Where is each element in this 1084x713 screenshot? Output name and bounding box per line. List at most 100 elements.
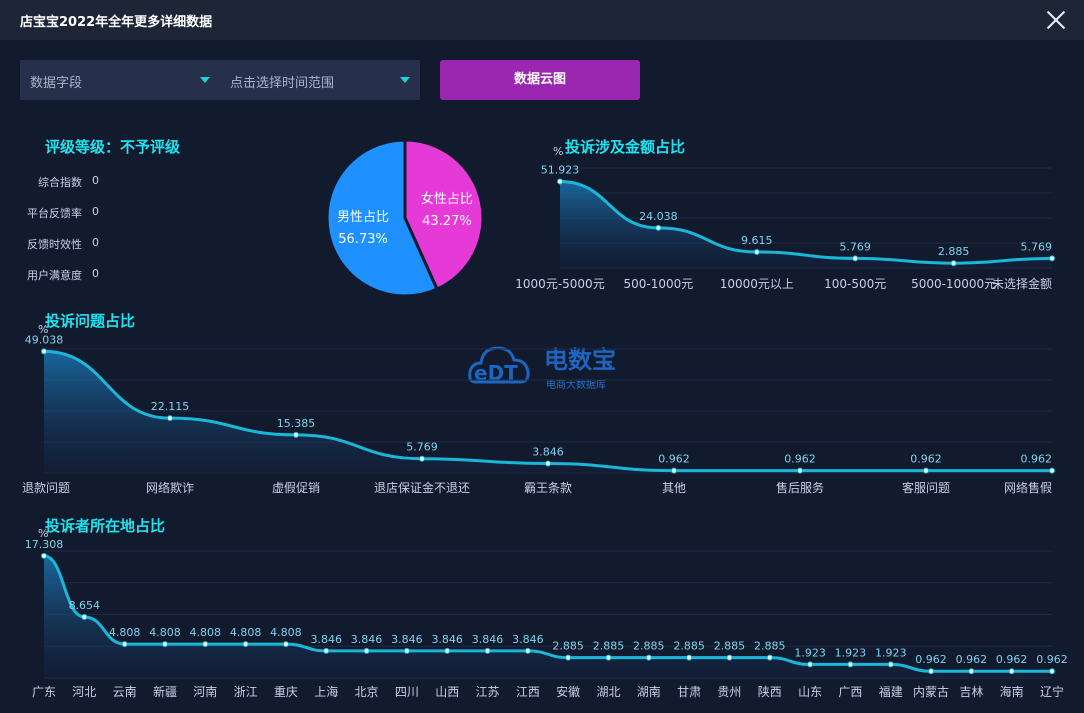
logo-graphic: eDT 电数宝 电商大数据库 [468, 346, 616, 391]
rating-value: 0 [92, 267, 99, 280]
data-label: 4.808 [230, 626, 262, 639]
category-label: 海南 [1000, 684, 1024, 699]
category-label: 100-500元 [824, 277, 886, 291]
rating-title: 评级等级：不予评级 [45, 138, 181, 156]
data-point [444, 647, 451, 654]
data-point [121, 641, 128, 648]
category-label: 甘肃 [677, 685, 701, 699]
data-point [807, 661, 814, 668]
category-label: 退款问题 [22, 481, 70, 495]
data-point [323, 647, 330, 654]
category-label: 虚假促销 [272, 481, 320, 495]
y-unit-label: % [553, 145, 563, 158]
data-label: 2.885 [754, 640, 786, 653]
area-fill [44, 351, 1052, 473]
category-label: 湖南 [637, 684, 661, 699]
data-label: 2.885 [938, 245, 970, 258]
data-point [167, 415, 173, 422]
data-point [81, 613, 88, 620]
data-label: 3.846 [391, 633, 423, 646]
data-point [557, 178, 563, 185]
category-label: 四川 [395, 685, 419, 699]
rating-label: 平台反馈率 [27, 207, 82, 220]
data-label: 22.115 [151, 400, 190, 413]
data-label: 0.962 [1036, 653, 1068, 666]
data-point [565, 654, 572, 661]
data-point [202, 641, 209, 648]
field-select[interactable]: 数据字段 [20, 60, 220, 100]
data-point [923, 467, 929, 474]
data-label: 3.846 [351, 633, 383, 646]
category-label: 贵州 [717, 685, 741, 699]
category-label: 山西 [435, 685, 459, 699]
logo-mark: eDT [474, 361, 518, 385]
rating-label: 反馈时效性 [27, 238, 82, 251]
rating-value: 0 [92, 174, 99, 187]
category-label: 吉林 [959, 685, 983, 699]
data-point [753, 248, 760, 255]
pie-slice [325, 138, 439, 298]
data-label: 8.654 [69, 599, 101, 612]
field-select-label: 数据字段 [30, 76, 83, 91]
data-label: 3.846 [310, 633, 342, 646]
data-label: 24.038 [639, 210, 678, 223]
data-point [545, 460, 551, 467]
category-label: 江西 [516, 685, 540, 699]
data-label: 3.846 [512, 633, 544, 646]
category-label: 陕西 [758, 684, 782, 699]
data-point [161, 641, 168, 648]
category-label: 浙江 [234, 685, 258, 699]
edt-logo: eDT 电数宝 电商大数据库 [468, 330, 638, 400]
data-cloud-button[interactable]: 数据云图 [440, 60, 640, 100]
category-label: 霸王条款 [524, 481, 572, 495]
rating-label: 用户满意度 [27, 269, 82, 282]
category-label: 售后服务 [776, 480, 824, 495]
data-point [1049, 668, 1055, 675]
data-point [363, 647, 370, 654]
data-label: 2.885 [593, 640, 625, 653]
chevron-down-icon [200, 77, 210, 83]
data-label: 3.846 [472, 633, 504, 646]
data-point [797, 467, 803, 474]
data-label: 2.885 [714, 640, 746, 653]
series-line [43, 554, 1052, 673]
data-label: 4.808 [109, 626, 141, 639]
data-point [968, 668, 975, 675]
data-point [293, 431, 299, 438]
data-point [242, 641, 249, 648]
category-label: 北京 [355, 685, 379, 699]
category-label: 其他 [662, 481, 686, 495]
data-label: 0.962 [784, 453, 816, 466]
category-label: 网络售假 [1004, 480, 1052, 495]
data-label: 0.962 [658, 453, 690, 466]
data-label: 4.808 [149, 626, 181, 639]
data-label: 0.962 [1021, 453, 1053, 466]
category-label: 广东 [32, 685, 56, 699]
rating-label: 综合指数 [38, 176, 82, 189]
data-label: 1.923 [794, 646, 826, 659]
data-point [928, 668, 935, 675]
category-label: 重庆 [274, 685, 298, 699]
data-point [419, 455, 425, 462]
data-label: 2.885 [552, 640, 584, 653]
data-point [524, 647, 531, 654]
data-label: 0.962 [956, 653, 988, 666]
data-point [766, 654, 773, 661]
data-point [41, 552, 47, 559]
window-title: 店宝宝2022年全年更多详细数据 [20, 15, 213, 30]
area-fill [44, 555, 1052, 678]
y-unit-label: % [38, 323, 48, 336]
time-range-select[interactable]: 点击选择时间范围 [220, 60, 420, 100]
category-label: 1000元-5000元 [515, 277, 604, 291]
data-label: 3.846 [532, 445, 564, 458]
data-label: 15.385 [277, 417, 316, 430]
data-point [1049, 467, 1055, 474]
data-label: 0.962 [915, 653, 947, 666]
data-point [847, 661, 854, 668]
data-label: 17.308 [25, 538, 64, 551]
pie-value-label: 56.73% [338, 232, 388, 247]
data-point [645, 654, 652, 661]
data-point [41, 348, 47, 355]
data-label: 3.846 [431, 633, 463, 646]
